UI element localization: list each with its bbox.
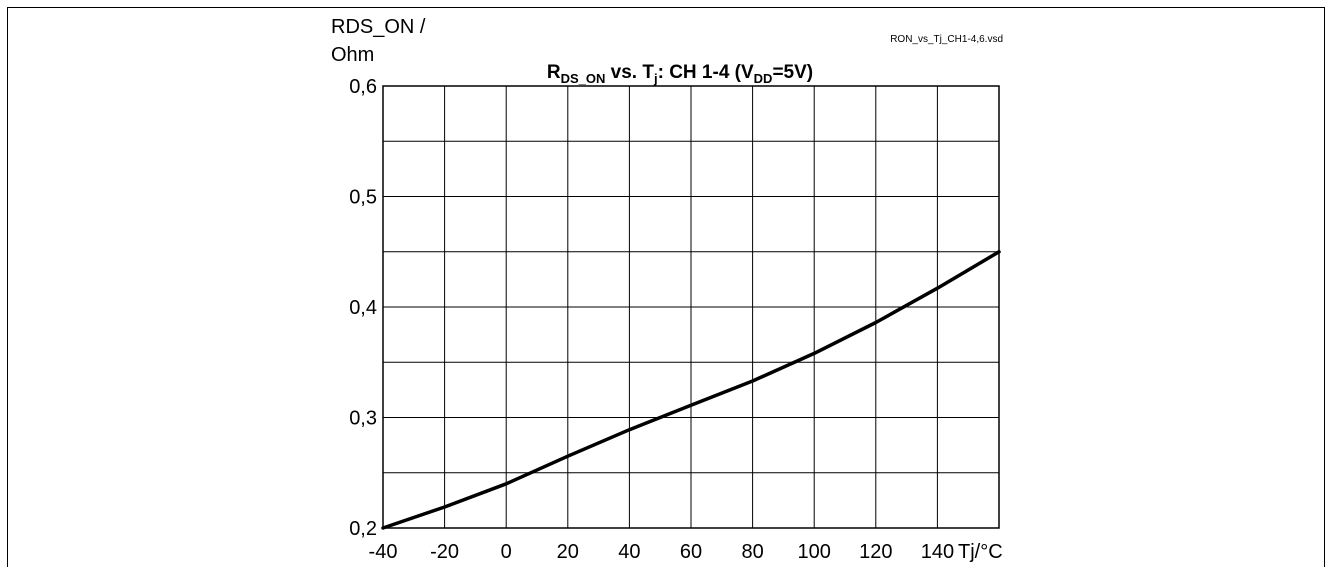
x-tick-label: 100 bbox=[798, 541, 831, 563]
title-part-3: j bbox=[653, 71, 658, 86]
y-tick-label: 0,2 bbox=[349, 518, 377, 540]
file-name-label: RON_vs_Tj_CH1-4,6.vsd bbox=[890, 34, 1003, 45]
y-axis-label-line1: RDS_ON / bbox=[331, 16, 426, 38]
x-tick-label: 140 bbox=[921, 541, 954, 563]
title-part-1: DS_ON bbox=[561, 71, 606, 86]
x-tick-label: 40 bbox=[618, 541, 640, 563]
plot-border bbox=[382, 85, 1000, 529]
title-part-0: R bbox=[547, 62, 561, 83]
y-tick-label: 0,6 bbox=[349, 76, 377, 98]
y-tick-label: 0,4 bbox=[349, 297, 377, 319]
x-tick-label: 60 bbox=[680, 541, 702, 563]
title-part-4: : CH 1-4 (V bbox=[658, 62, 754, 83]
x-axis-label: Tj/°C bbox=[958, 541, 1003, 563]
x-tick-label: 0 bbox=[501, 541, 512, 563]
chart-grid bbox=[382, 85, 1000, 529]
x-tick-label: 20 bbox=[557, 541, 579, 563]
title-part-5: DD bbox=[754, 71, 773, 86]
x-tick-label: 80 bbox=[741, 541, 763, 563]
y-tick-label: 0,3 bbox=[349, 408, 377, 430]
series-line-0 bbox=[381, 250, 1001, 530]
x-tick-label: 120 bbox=[859, 541, 892, 563]
y-axis-label-line2: Ohm bbox=[331, 44, 374, 66]
title-part-6: =5V) bbox=[772, 62, 813, 83]
figure-frame bbox=[7, 7, 1325, 567]
chart-title: RDS_ON vs. Tj: CH 1-4 (VDD=5V) bbox=[547, 62, 813, 86]
x-tick-label: -20 bbox=[430, 541, 459, 563]
chart-tick-labels: -40 -20 0 20 40 60 80 100 120 140 0,2 0,3 0,4 0,5 0,6 bbox=[349, 76, 954, 563]
x-tick-label: -40 bbox=[369, 541, 398, 563]
y-tick-label: 0,5 bbox=[349, 187, 377, 209]
title-part-2: vs. T bbox=[605, 62, 654, 83]
chart-series bbox=[381, 250, 1001, 530]
